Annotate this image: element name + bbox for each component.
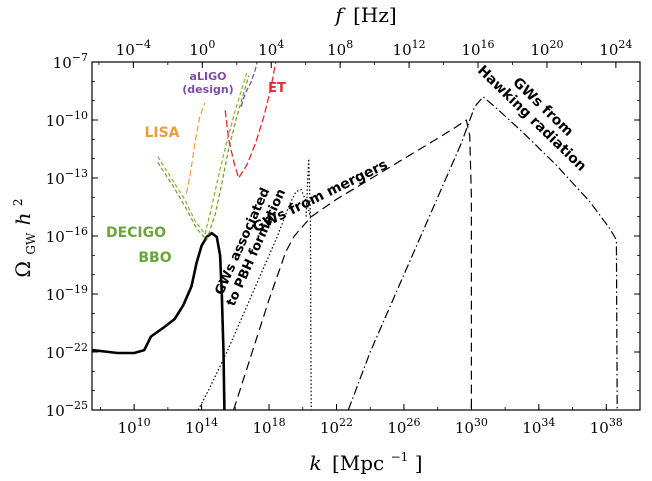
- lisa-sensitivity-line: [185, 102, 206, 194]
- et-sensitivity-line: [224, 62, 277, 179]
- x2-tick-label: 108: [327, 38, 353, 59]
- y-tick-label: 10−19: [46, 283, 88, 304]
- label-bbo: BBO: [138, 250, 171, 266]
- x-tick-label: 1014: [185, 416, 218, 437]
- x2-tick-label: 100: [189, 38, 215, 59]
- x2-tick-label: 10−4: [116, 38, 151, 59]
- x2-tick-label: 1016: [461, 38, 494, 59]
- x2-tick-label: 1020: [530, 38, 563, 59]
- x2-tick-label: 1024: [599, 38, 632, 59]
- y-tick-label: 10−7: [53, 51, 88, 72]
- gw-pbh-formation-line: [197, 189, 312, 410]
- x-tick-label: 1018: [252, 416, 285, 437]
- y-tick-label: 10−22: [46, 341, 88, 362]
- x-tick-label: 1010: [118, 416, 151, 437]
- x-tick-label: 1026: [387, 416, 420, 437]
- aligo-sensitivity-line: [240, 62, 258, 107]
- label-decigo: DECIGO: [106, 225, 166, 241]
- x-tick-label: 1034: [522, 416, 555, 437]
- y-tick-label: 10−16: [46, 225, 88, 246]
- x-tick-label: 1030: [455, 416, 488, 437]
- gw-hawking-radiation-line: [347, 96, 618, 410]
- x-tick-label: 1022: [320, 416, 353, 437]
- x-axis-title: k [Mpc −1 ]: [309, 442, 422, 475]
- y-tick-label: 10−25: [46, 399, 88, 420]
- y-tick-label: 10−10: [46, 109, 88, 130]
- y-axis-title: Ω GW h 2: [11, 198, 40, 277]
- label-hawking: GWs fromHawking radiation: [474, 51, 600, 175]
- label-et: ET: [268, 81, 286, 96]
- x2-axis-title: f [Hz]: [333, 3, 396, 27]
- induced-spectrum-line: [92, 231, 226, 410]
- label-pbh-formation: GWs associatedto PBH formation: [210, 181, 289, 309]
- x2-tick-label: 1012: [393, 38, 426, 59]
- gw-pbh-formation-spike-line: [305, 158, 311, 217]
- gw-mergers-line: [233, 119, 472, 410]
- y-tick-label: 10−13: [46, 167, 88, 188]
- x2-tick-label: 104: [258, 38, 284, 59]
- label-lisa: LISA: [144, 125, 179, 141]
- label-aligo: aLIGO (design): [182, 70, 233, 96]
- decigo-sensitivity-line: [157, 71, 248, 235]
- bbo-sensitivity-line: [157, 75, 250, 241]
- x-tick-label: 1038: [590, 416, 623, 437]
